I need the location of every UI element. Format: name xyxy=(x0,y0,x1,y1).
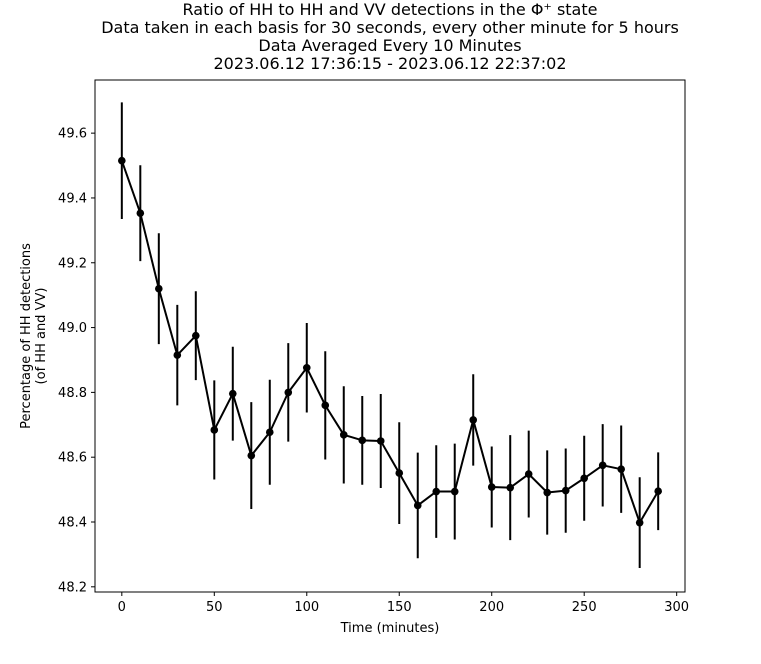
data-point xyxy=(617,465,625,473)
x-tick-label: 300 xyxy=(664,600,689,615)
y-tick-label: 49.0 xyxy=(58,321,87,336)
data-point xyxy=(561,486,570,495)
title-line-1: Ratio of HH to HH and VV detections in t… xyxy=(182,0,598,19)
title-line-3: Data Averaged Every 10 Minutes xyxy=(258,36,522,55)
data-point xyxy=(654,487,662,496)
x-axis-label: Time (minutes) xyxy=(340,621,440,636)
data-point xyxy=(506,483,515,492)
x-tick-label: 150 xyxy=(387,600,412,615)
data-point xyxy=(432,487,441,496)
plot-frame xyxy=(94,79,686,593)
y-tick-label: 49.2 xyxy=(58,256,87,271)
data-point xyxy=(155,284,163,293)
data-point xyxy=(210,426,219,434)
data-point xyxy=(395,469,404,477)
y-tick-label: 48.2 xyxy=(58,580,87,595)
data-point xyxy=(524,470,533,478)
chart-title: Ratio of HH to HH and VV detections in t… xyxy=(0,1,761,73)
y-tick-label: 48.6 xyxy=(58,451,87,466)
y-axis-label-line-1: Percentage of HH detections xyxy=(19,243,34,429)
y-tick-label: 49.4 xyxy=(58,191,87,206)
data-point xyxy=(469,416,478,424)
data-point xyxy=(265,428,274,437)
data-point xyxy=(358,436,367,445)
x-tick-label: 200 xyxy=(479,600,504,615)
data-point xyxy=(118,156,126,165)
plot-content xyxy=(118,102,662,569)
series-line xyxy=(120,160,660,524)
data-point xyxy=(302,363,311,372)
data-point xyxy=(598,461,607,470)
data-point xyxy=(247,451,256,460)
data-point xyxy=(136,209,145,217)
data-point xyxy=(450,487,459,496)
y-tick-label: 48.8 xyxy=(58,386,87,401)
data-point xyxy=(376,437,385,445)
x-tick-label: 0 xyxy=(118,600,126,615)
data-point xyxy=(339,431,348,439)
x-tick-label: 250 xyxy=(572,600,597,615)
data-point xyxy=(228,389,237,398)
data-point xyxy=(321,401,330,410)
data-point xyxy=(580,474,589,483)
data-point xyxy=(413,501,422,510)
x-tick-label: 50 xyxy=(206,600,223,615)
x-tick-label: 100 xyxy=(294,600,319,615)
y-axis: 48.2 48.4 48.6 48.8 49.0 49.2 49.4 49.6 xyxy=(58,127,95,595)
title-line-4: 2023.06.12 17:36:15 - 2023.06.12 22:37:0… xyxy=(213,54,567,73)
data-point xyxy=(191,331,200,340)
data-point xyxy=(173,351,182,359)
data-point xyxy=(284,388,293,397)
data-point xyxy=(635,518,644,527)
y-tick-label: 48.4 xyxy=(58,516,87,531)
y-axis-label-line-2: (of HH and VV) xyxy=(34,288,49,385)
title-line-2: Data taken in each basis for 30 seconds,… xyxy=(101,18,679,37)
x-axis: 0 50 100 150 200 250 300 xyxy=(118,592,689,615)
y-tick-label: 49.6 xyxy=(58,127,87,142)
data-point xyxy=(487,483,496,491)
data-point xyxy=(543,488,552,497)
